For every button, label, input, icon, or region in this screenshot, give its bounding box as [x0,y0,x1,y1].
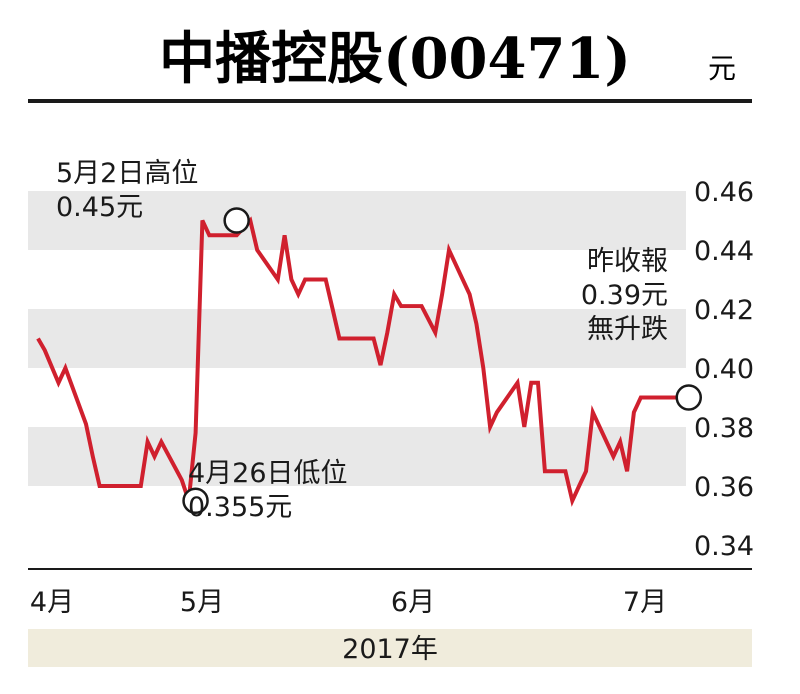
annotation-marker [675,384,702,411]
y-tick-label: 0.36 [694,472,754,503]
annotation-marker [223,207,250,234]
y-tick-label: 0.42 [694,295,754,326]
x-axis: 4月 5月 6月 7月 [30,587,667,618]
series-group [36,216,689,507]
y-tick-label: 0.34 [694,531,754,562]
x-tick-label: 7月 [623,587,667,618]
grid-band [28,191,686,250]
x-tick-label: 4月 [30,587,74,618]
y-tick-label: 0.44 [694,236,754,267]
x-tick-label: 5月 [180,587,224,618]
annotation-label: 無升跌 [587,314,668,345]
x-tick-label: 6月 [391,587,435,618]
price-line [36,216,689,507]
x-axis-title: 2017年 [342,634,438,665]
annotation-label: 0.39元 [581,280,668,311]
unit-label: 元 [708,52,736,85]
chart-title: 中播控股(00471) [159,26,631,92]
y-tick-label: 0.38 [694,413,754,444]
annotation-label: 0.355元 [188,492,292,523]
y-tick-label: 0.40 [694,354,754,385]
annotation-label: 4月26日低位 [188,458,348,489]
annotation-marker [182,487,209,514]
year-band [28,629,752,667]
annotation-label: 5月2日高位 [56,158,198,189]
annotation-label: 昨收報 [587,246,668,277]
grid-band [28,427,686,486]
y-tick-label: 0.46 [694,177,754,208]
y-axis: 0.46 0.44 0.42 0.40 0.38 0.36 0.34 [694,177,754,562]
annotation-label: 0.45元 [56,192,143,223]
